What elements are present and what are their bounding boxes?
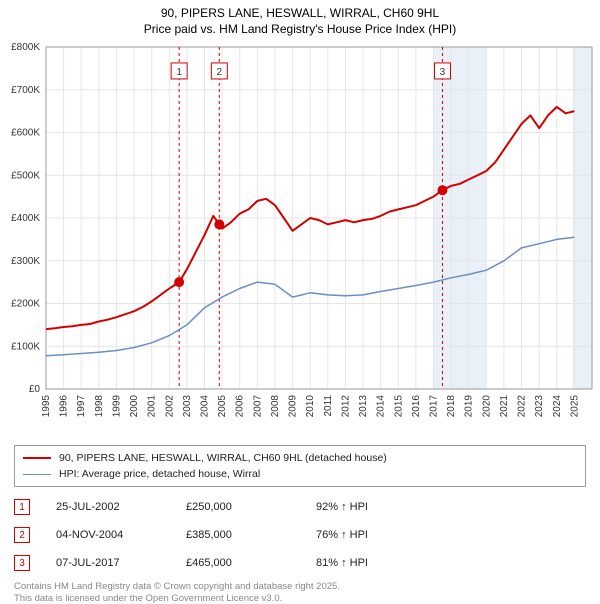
svg-text:1996: 1996: [59, 395, 70, 418]
chart-area: £0 £100K £200K £300K £400K £500K £600K £700K £80…: [0, 39, 600, 439]
legend-row: 90, PIPERS LANE, HESWALL, WIRRAL, CH60 9…: [23, 450, 577, 466]
svg-text:1995: 1995: [41, 395, 52, 418]
legend-swatch: [23, 474, 51, 475]
legend-row: HPI: Average price, detached house, Wirr…: [23, 466, 577, 482]
svg-text:1997: 1997: [76, 395, 87, 418]
svg-text:2017: 2017: [428, 395, 439, 418]
svg-text:2016: 2016: [411, 395, 422, 418]
transaction-row: 2 04-NOV-2004£385,00076% ↑ HPI: [14, 521, 586, 549]
svg-text:1: 1: [176, 67, 182, 78]
transaction-date: 25-JUL-2002: [56, 501, 186, 513]
transaction-delta: 81% ↑ HPI: [316, 557, 586, 569]
svg-text:2014: 2014: [376, 395, 387, 418]
transaction-index-box: 3: [14, 555, 30, 571]
transaction-date: 04-NOV-2004: [56, 529, 186, 541]
svg-text:2005: 2005: [217, 395, 228, 418]
svg-text:2012: 2012: [340, 395, 351, 418]
svg-text:2000: 2000: [129, 395, 140, 418]
transaction-delta: 92% ↑ HPI: [316, 501, 586, 513]
footer-line-2: This data is licensed under the Open Gov…: [14, 593, 586, 604]
svg-text:2011: 2011: [323, 395, 334, 417]
legend: 90, PIPERS LANE, HESWALL, WIRRAL, CH60 9…: [14, 445, 586, 487]
legend-swatch: [23, 457, 51, 459]
svg-text:2003: 2003: [182, 395, 193, 418]
transaction-price: £465,000: [186, 557, 316, 569]
footer-line-1: Contains HM Land Registry data © Crown c…: [14, 581, 586, 592]
legend-label: 90, PIPERS LANE, HESWALL, WIRRAL, CH60 9…: [59, 452, 387, 464]
title-line-1: 90, PIPERS LANE, HESWALL, WIRRAL, CH60 9…: [10, 6, 590, 22]
svg-text:2022: 2022: [517, 395, 528, 418]
svg-text:2: 2: [217, 67, 223, 78]
svg-text:1999: 1999: [111, 395, 122, 418]
svg-text:2018: 2018: [446, 395, 457, 418]
transaction-index-box: 1: [14, 499, 30, 515]
svg-text:£700K: £700K: [11, 85, 40, 96]
svg-text:£200K: £200K: [11, 299, 40, 310]
svg-text:2007: 2007: [252, 395, 263, 418]
transaction-price: £250,000: [186, 501, 316, 513]
svg-text:2019: 2019: [464, 395, 475, 418]
svg-text:2008: 2008: [270, 395, 281, 418]
svg-text:£400K: £400K: [11, 213, 40, 224]
transaction-date: 07-JUL-2017: [56, 557, 186, 569]
svg-text:2015: 2015: [393, 395, 404, 418]
svg-text:£600K: £600K: [11, 128, 40, 139]
svg-text:2009: 2009: [288, 395, 299, 418]
svg-text:2001: 2001: [147, 395, 158, 418]
svg-text:2023: 2023: [534, 395, 545, 418]
title-line-2: Price paid vs. HM Land Registry's House …: [10, 22, 590, 38]
line-chart-svg: £0 £100K £200K £300K £400K £500K £600K £700K £80…: [0, 39, 600, 439]
transaction-index-box: 2: [14, 527, 30, 543]
chart-title-block: 90, PIPERS LANE, HESWALL, WIRRAL, CH60 9…: [0, 0, 600, 39]
svg-text:3: 3: [440, 67, 446, 78]
svg-text:2006: 2006: [235, 395, 246, 418]
svg-text:£0: £0: [29, 384, 41, 395]
svg-text:£100K: £100K: [11, 341, 40, 352]
svg-text:2002: 2002: [164, 395, 175, 418]
svg-text:2024: 2024: [552, 395, 563, 418]
footer-attribution: Contains HM Land Registry data © Crown c…: [14, 581, 586, 604]
svg-text:2021: 2021: [499, 395, 510, 418]
svg-text:£800K: £800K: [11, 42, 40, 53]
svg-text:2020: 2020: [481, 395, 492, 418]
svg-text:2004: 2004: [200, 395, 211, 418]
transaction-row: 1 25-JUL-2002£250,00092% ↑ HPI: [14, 493, 586, 521]
svg-text:2025: 2025: [569, 395, 580, 418]
svg-text:£500K: £500K: [11, 170, 40, 181]
transaction-delta: 76% ↑ HPI: [316, 529, 586, 541]
legend-label: HPI: Average price, detached house, Wirr…: [59, 468, 260, 480]
transaction-row: 3 07-JUL-2017£465,00081% ↑ HPI: [14, 549, 586, 577]
transaction-price: £385,000: [186, 529, 316, 541]
svg-text:1998: 1998: [94, 395, 105, 418]
transactions-table: 1 25-JUL-2002£250,00092% ↑ HPI 2 04-NOV-200…: [14, 493, 586, 577]
svg-text:2010: 2010: [305, 395, 316, 418]
svg-text:£300K: £300K: [11, 256, 40, 267]
svg-text:2013: 2013: [358, 395, 369, 418]
